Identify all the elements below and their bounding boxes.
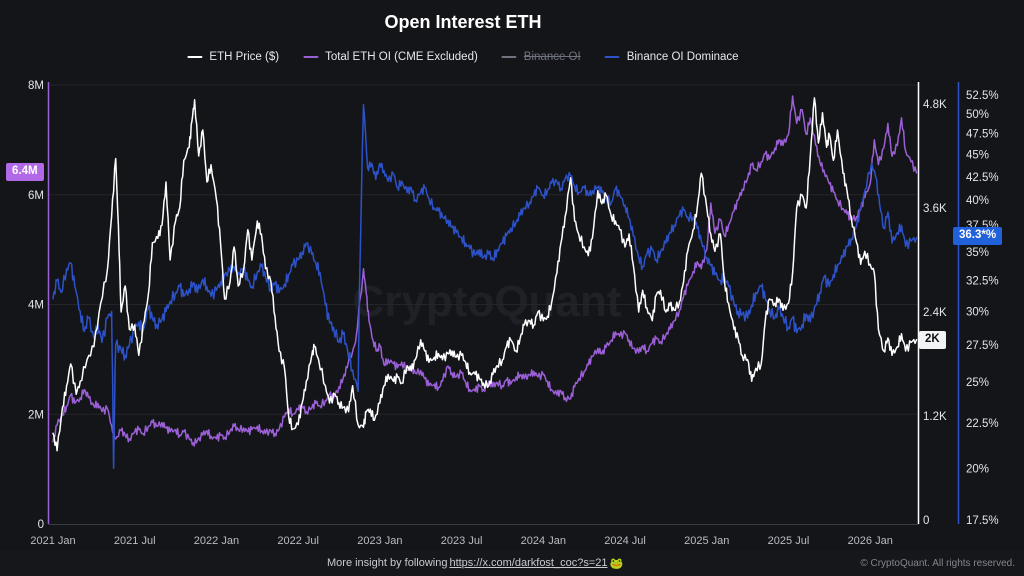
dominance-axis-tick-label: 35%	[966, 247, 989, 259]
legend-dash-binance-oi	[501, 56, 517, 58]
legend-item-binance-oi[interactable]: Binance OI	[501, 51, 581, 63]
price-axis-tick-label: 3.6K	[923, 203, 947, 215]
left-axis-tick-label: 0	[38, 519, 44, 531]
footer-promo-link[interactable]: https://x.com/darkfost_coc?s=21	[449, 557, 608, 569]
price-axis-tick-label: 0	[923, 515, 929, 527]
x-axis-tick-label: 2021 Jan	[30, 535, 75, 547]
frog-emoji: 🐸	[609, 557, 624, 570]
legend-label-binance-oi-dominance: Binance OI Dominace	[626, 51, 739, 63]
left-axis-tick-label: 6M	[28, 190, 44, 202]
dominance-axis-tick-label: 17.5%	[966, 515, 999, 527]
legend-item-binance-oi-dominance[interactable]: Binance OI Dominace	[604, 51, 739, 63]
legend-label-total-eth-oi: Total ETH OI (CME Excluded)	[325, 51, 478, 63]
footer-promo-text: More insight by following	[327, 557, 448, 569]
dominance-axis-tick-label: 25%	[966, 377, 989, 389]
dominance-axis-tick-label: 20%	[966, 463, 989, 475]
legend: ETH Price ($) Total ETH OI (CME Excluded…	[187, 51, 739, 63]
legend-dash-total-eth-oi	[303, 56, 319, 58]
x-axis-tick-label: 2025 Jan	[684, 535, 729, 547]
dominance-axis-tick-label: 27.5%	[966, 340, 999, 352]
dominance-axis-tick-label: 50%	[966, 109, 989, 121]
dominance-axis-tick-label: 52.5%	[966, 90, 999, 102]
dominance-axis-tick-label: 42.5%	[966, 172, 999, 184]
dominance-axis-tick-label: 47.5%	[966, 129, 999, 141]
x-axis-tick-label: 2021 Jul	[114, 535, 156, 547]
dominance-axis-tick-label: 32.5%	[966, 276, 999, 288]
x-axis-tick-label: 2024 Jan	[521, 535, 566, 547]
cryptoquant-watermark: CryptoQuant	[353, 277, 622, 326]
oi-last-value-badge: 6.4M	[6, 163, 44, 181]
legend-dash-binance-oi-dominance	[604, 56, 620, 58]
price-axis-tick-label: 2.4K	[923, 307, 947, 319]
legend-dash-eth-price	[187, 56, 203, 58]
series-line-eth-price-	[52, 97, 918, 452]
legend-item-eth-price[interactable]: ETH Price ($)	[187, 51, 279, 63]
series-line-total-eth-oi-cme-excluded-	[52, 95, 918, 447]
x-axis-tick-label: 2024 Jul	[604, 535, 646, 547]
x-axis-tick-label: 2023 Jul	[441, 535, 483, 547]
series-line-binance-oi-dominace	[52, 103, 918, 470]
left-axis-tick-label: 8M	[28, 80, 44, 92]
dominance-last-value-badge: 36.3*%	[953, 227, 1003, 245]
x-axis-tick-label: 2026 Jan	[848, 535, 893, 547]
legend-label-eth-price: ETH Price ($)	[209, 51, 280, 63]
left-axis-tick-label: 4M	[28, 300, 44, 312]
price-axis-tick-label: 1.2K	[923, 411, 947, 423]
price-last-value-badge: 2K	[919, 331, 946, 349]
copyright-text: © CryptoQuant. All rights reserved.	[860, 557, 1015, 569]
x-axis-tick-label: 2023 Jan	[357, 535, 402, 547]
left-axis-tick-label: 2M	[28, 409, 44, 421]
footer-bar: More insight by following https://x.com/…	[0, 550, 1024, 576]
x-axis-tick-label: 2025 Jul	[768, 535, 810, 547]
x-axis-tick-label: 2022 Jan	[194, 535, 239, 547]
dominance-axis-tick-label: 30%	[966, 307, 989, 319]
price-axis-tick-label: 4.8K	[923, 99, 947, 111]
legend-item-total-eth-oi[interactable]: Total ETH OI (CME Excluded)	[303, 51, 478, 63]
dominance-axis-tick-label: 45%	[966, 150, 989, 162]
dominance-axis-tick-label: 22.5%	[966, 418, 999, 430]
legend-label-binance-oi: Binance OI	[523, 51, 581, 63]
footer-promo: More insight by following https://x.com/…	[327, 557, 623, 570]
x-axis-tick-label: 2022 Jul	[277, 535, 319, 547]
chart-title: Open Interest ETH	[384, 12, 542, 32]
dominance-axis-tick-label: 40%	[966, 195, 989, 207]
